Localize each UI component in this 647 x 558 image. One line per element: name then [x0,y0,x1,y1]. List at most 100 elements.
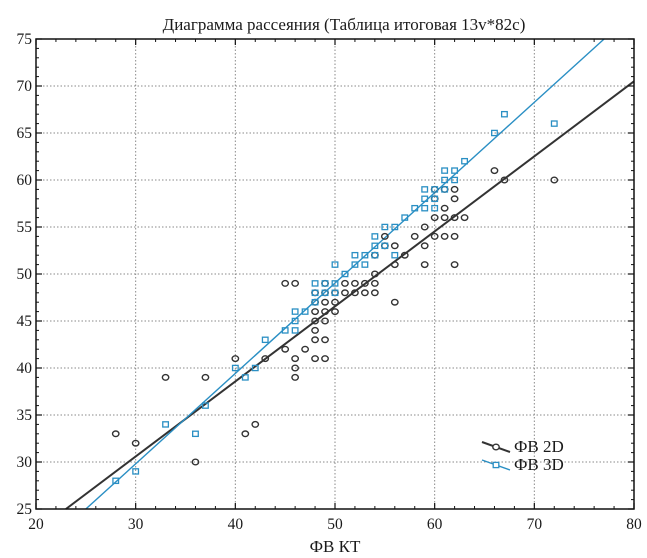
data-point-3d [381,242,389,250]
data-point-2d [420,242,429,250]
data-point-2d [131,439,140,447]
legend-marker-3d [492,461,500,469]
data-point-2d [321,355,329,363]
y-tick-label: 60 [17,172,33,189]
data-point-3d [341,270,349,278]
data-point-3d [421,186,429,193]
axis-ticks [35,38,635,510]
data-point-3d [500,110,508,118]
data-point-3d [371,251,379,259]
data-point-2d [450,185,459,193]
data-point-3d [371,242,379,250]
data-point-3d [391,251,399,259]
data-point-3d [461,157,469,165]
data-point-2d [301,345,309,353]
data-point-2d [450,195,459,203]
data-point-2d [500,176,509,184]
x-tick-label: 20 [28,516,44,533]
y-tick-label: 70 [17,78,33,95]
data-point-2d [351,279,359,287]
x-tick-label: 30 [128,516,144,533]
data-point-3d [451,176,459,184]
data-point-2d [430,232,439,240]
y-tick-label: 40 [17,360,33,377]
data-point-2d [420,223,429,231]
y-tick-label: 55 [17,219,33,236]
tick-labels: 20 30 40 50 60 70 80 25 30 35 40 45 50 55 60 65 70 75 [17,31,643,533]
data-point-2d [191,458,200,466]
fit-line-series-2 [85,38,605,510]
data-point-3d [421,204,429,212]
data-point-3d [162,421,170,428]
data-point-3d [281,327,289,334]
x-tick-label: 70 [527,516,543,533]
data-point-2d [420,261,429,269]
fit-line-series-1 [65,80,635,510]
y-tick-label: 35 [17,407,33,424]
data-point-3d [351,251,359,259]
y-tick-label: 50 [17,266,33,283]
data-point-2d [331,308,339,316]
data-point-2d [311,355,319,363]
data-point-2d [370,289,379,297]
data-point-2d [360,279,369,287]
data-point-2d [460,214,469,222]
data-point-2d [281,279,290,287]
data-point-3d [261,336,269,344]
data-point-2d [201,373,210,381]
data-point-3d [311,289,319,297]
data-point-2d [440,204,449,212]
data-point-3d [441,186,449,193]
data-point-3d [231,364,239,372]
data-point-2d [311,326,319,334]
data-point-2d [490,167,499,175]
data-point-3d [132,468,140,475]
data-point-2d [390,242,399,250]
legend-marker-2d [492,443,500,451]
data-point-3d [401,214,409,221]
data-point-3d [291,308,299,315]
data-point-2d [291,373,300,381]
data-point-3d [491,129,498,137]
data-point-2d [450,261,459,269]
data-point-3d [371,233,379,240]
data-point-2d [321,336,329,344]
data-point-3d [311,280,319,287]
data-point-2d [251,420,260,428]
data-point-2d [311,317,319,325]
data-point-3d [431,195,439,203]
data-point-3d [301,308,309,315]
data-point-2d [380,232,389,240]
x-axis-label: ФВ КТ [310,537,361,556]
data-point-3d [241,374,249,381]
data-point-2d [311,308,319,316]
data-point-3d [361,261,369,268]
data-point-3d [321,289,329,297]
x-tick-label: 40 [228,516,244,533]
data-point-2d [390,298,399,306]
data-point-2d [321,308,329,316]
data-point-3d [201,402,209,409]
chart-title: Диаграмма рассеяния (Таблица итоговая 13… [163,15,526,34]
data-point-2d [450,232,459,240]
data-point-3d [441,176,449,184]
data-point-2d [400,251,409,259]
data-points [111,110,559,485]
grid [36,39,634,509]
data-point-2d [161,373,170,381]
data-point-3d [441,167,449,174]
y-tick-label: 45 [17,313,33,330]
x-tick-label: 50 [327,516,343,533]
data-point-2d [440,214,449,222]
data-point-3d [321,280,329,287]
data-point-3d [431,186,439,193]
data-point-2d [291,355,300,363]
y-tick-label: 75 [17,31,33,48]
data-point-3d [192,430,199,438]
data-point-2d [370,279,379,287]
data-point-2d [331,298,339,306]
data-point-2d [241,430,250,438]
data-point-3d [411,204,419,212]
data-point-2d [231,355,240,363]
